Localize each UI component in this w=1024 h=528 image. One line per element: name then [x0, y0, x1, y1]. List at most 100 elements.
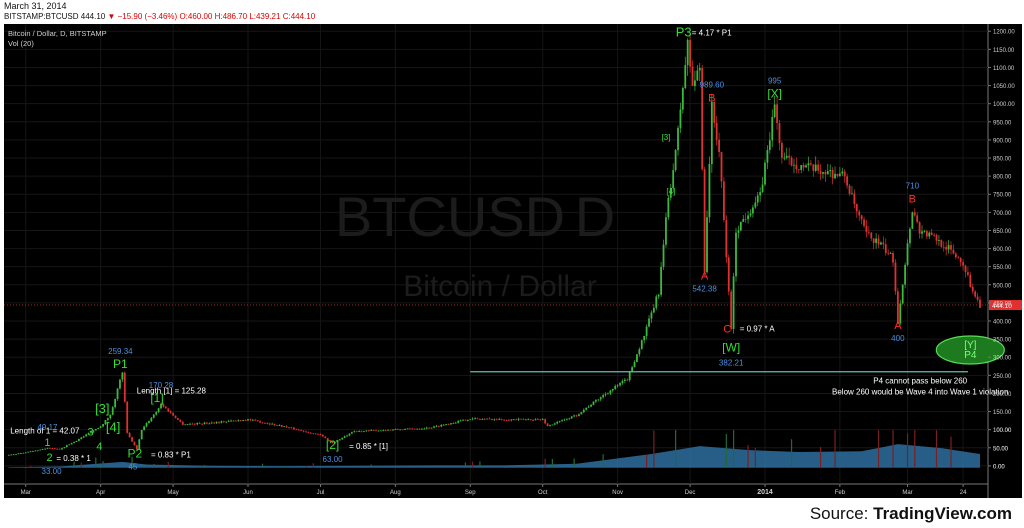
candle-up	[681, 87, 684, 110]
source-credit: Source: TradingView.com	[810, 504, 1012, 524]
candle-up	[551, 424, 554, 426]
candle-down	[539, 419, 542, 421]
candle-up	[814, 164, 817, 171]
candle-up	[111, 407, 114, 415]
candle-up	[568, 418, 571, 420]
candle-up	[749, 213, 752, 216]
candle-up	[10, 454, 13, 456]
candle-up	[947, 245, 950, 250]
chart-title: Bitcoin / Dollar, D, BITSTAMP	[8, 29, 107, 38]
candle-down	[824, 172, 827, 175]
candle-down	[867, 231, 870, 233]
candle-up	[454, 422, 457, 424]
candle-up	[36, 450, 39, 452]
x-tick-label: Feb	[835, 490, 846, 496]
candle-down	[812, 164, 815, 171]
candle-down	[169, 411, 172, 413]
candle-up	[94, 428, 97, 431]
candle-down	[723, 181, 725, 221]
candle-up	[283, 426, 286, 428]
wave-label: [4]	[106, 419, 120, 434]
candle-up	[406, 428, 409, 430]
candle-down	[831, 169, 834, 179]
candle-down	[979, 299, 981, 308]
candle-up	[565, 419, 568, 421]
wave-label: 170.28	[149, 381, 174, 390]
candle-up	[822, 172, 824, 174]
candle-up	[227, 420, 230, 422]
candle-down	[689, 39, 691, 67]
candle-down	[293, 427, 295, 430]
candle-down	[244, 420, 247, 421]
open-value: O:460.00	[179, 12, 213, 21]
candle-up	[44, 448, 46, 450]
candle-down	[508, 420, 510, 422]
candle-up	[247, 419, 249, 421]
y-tick-label: 200.00	[993, 392, 1012, 398]
candle-down	[123, 372, 126, 402]
candle-up	[590, 404, 592, 407]
wave-label: P4 cannot pass below 260	[873, 377, 967, 386]
candle-up	[365, 430, 368, 432]
candle-down	[324, 436, 327, 439]
candle-down	[222, 421, 225, 423]
candle-down	[302, 430, 305, 432]
candle-up	[336, 440, 339, 442]
candle-up	[527, 419, 530, 421]
candle-up	[594, 399, 597, 402]
symbol-quote-bar: BITSTAMP:BTCUSD 444.10 ▼ −15.90 (−3.46%)…	[4, 12, 315, 21]
candle-up	[29, 451, 32, 453]
plot-background	[4, 24, 988, 484]
wave-label: = 4.17 * P1	[692, 29, 732, 38]
candle-up	[430, 427, 433, 429]
candle-down	[892, 253, 894, 263]
last-price-label: 444.10	[992, 303, 1012, 310]
candle-down	[162, 404, 165, 407]
candle-down	[447, 424, 450, 425]
candle-down	[778, 123, 781, 144]
candle-up	[152, 414, 155, 418]
candle-up	[838, 173, 841, 177]
candle-down	[128, 432, 131, 438]
candle-down	[836, 173, 839, 177]
volume-label: Vol (20)	[8, 39, 34, 48]
candle-up	[684, 65, 687, 88]
candle-up	[382, 430, 385, 432]
candle-down	[969, 274, 972, 287]
candle-down	[720, 152, 723, 182]
y-tick-label: 0.00	[993, 464, 1005, 470]
candle-up	[271, 423, 274, 425]
candle-down	[962, 262, 964, 266]
candle-up	[63, 447, 66, 449]
candle-down	[954, 253, 957, 258]
candle-up	[452, 423, 455, 424]
y-tick-label: 1150.00	[993, 48, 1015, 54]
candle-up	[841, 171, 844, 174]
wave-label: 382.21	[719, 358, 744, 367]
candle-up	[901, 284, 904, 304]
candle-down	[863, 219, 865, 226]
candle-down	[201, 423, 203, 425]
wave-label: Length [1] = 125.28	[137, 386, 207, 395]
candle-down	[268, 423, 271, 425]
candle-up	[611, 388, 614, 391]
target-ellipse	[935, 335, 1005, 365]
candle-up	[237, 420, 240, 422]
candle-down	[309, 432, 312, 434]
candle-down	[384, 430, 387, 432]
candle-up	[747, 215, 749, 220]
candle-down	[701, 67, 704, 170]
candle-down	[288, 427, 290, 429]
candle-down	[853, 193, 856, 205]
candle-down	[776, 104, 778, 124]
candle-up	[41, 449, 44, 450]
candle-down	[58, 448, 61, 450]
candle-down	[249, 419, 252, 421]
candle-down	[515, 419, 518, 421]
price-chart[interactable]: BTCUSD D Bitcoin / Dollar 444.10[Y]P4 11…	[0, 24, 1024, 508]
candle-up	[636, 354, 638, 363]
candle-up	[807, 163, 810, 166]
candle-down	[218, 422, 220, 423]
candle-up	[686, 39, 689, 66]
